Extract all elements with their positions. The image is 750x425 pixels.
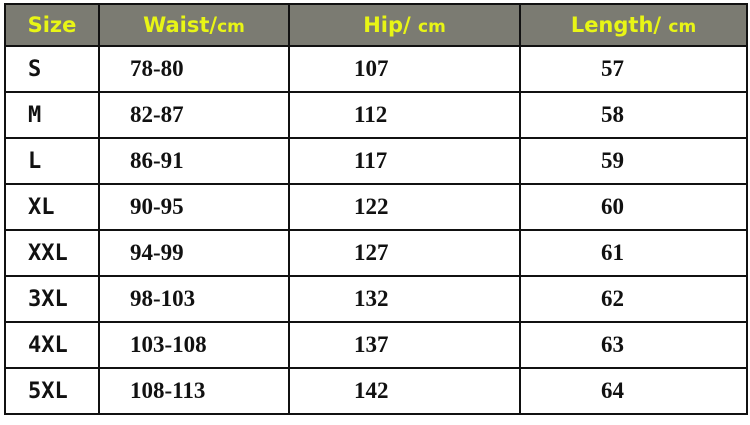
cell-hip: 132 bbox=[288, 275, 521, 323]
size-chart-table: Size Waist/cm Hip/ cm Length/ cm S 78-80 1… bbox=[4, 3, 748, 415]
table-row: XL 90-95 122 60 bbox=[4, 183, 748, 231]
cell-length: 58 bbox=[519, 91, 748, 139]
table-row: 3XL 98-103 132 62 bbox=[4, 275, 748, 323]
header-waist: Waist/cm bbox=[98, 3, 290, 47]
header-length-unit: cm bbox=[668, 17, 697, 37]
cell-size: XXL bbox=[4, 229, 100, 277]
cell-hip: 117 bbox=[288, 137, 521, 185]
cell-size: 5XL bbox=[4, 367, 100, 415]
header-size-label: Size bbox=[27, 13, 77, 37]
cell-hip: 122 bbox=[288, 183, 521, 231]
cell-hip: 137 bbox=[288, 321, 521, 369]
cell-length: 61 bbox=[519, 229, 748, 277]
table-row: 4XL 103-108 137 63 bbox=[4, 321, 748, 369]
cell-size: S bbox=[4, 45, 100, 93]
cell-length: 63 bbox=[519, 321, 748, 369]
cell-hip: 127 bbox=[288, 229, 521, 277]
cell-length: 60 bbox=[519, 183, 748, 231]
table-row: S 78-80 107 57 bbox=[4, 45, 748, 93]
table-row: L 86-91 117 59 bbox=[4, 137, 748, 185]
table-row: XXL 94-99 127 61 bbox=[4, 229, 748, 277]
cell-waist: 82-87 bbox=[98, 91, 290, 139]
header-length: Length/ cm bbox=[519, 3, 748, 47]
header-hip-label: Hip/ bbox=[363, 13, 418, 37]
cell-size: 3XL bbox=[4, 275, 100, 323]
cell-hip: 112 bbox=[288, 91, 521, 139]
cell-length: 59 bbox=[519, 137, 748, 185]
cell-waist: 86-91 bbox=[98, 137, 290, 185]
table-row: 5XL 108-113 142 64 bbox=[4, 367, 748, 415]
header-waist-unit: cm bbox=[217, 17, 245, 37]
cell-hip: 142 bbox=[288, 367, 521, 415]
cell-size: XL bbox=[4, 183, 100, 231]
cell-waist: 78-80 bbox=[98, 45, 290, 93]
cell-waist: 98-103 bbox=[98, 275, 290, 323]
cell-waist: 108-113 bbox=[98, 367, 290, 415]
header-size: Size bbox=[4, 3, 100, 47]
cell-length: 62 bbox=[519, 275, 748, 323]
cell-waist: 90-95 bbox=[98, 183, 290, 231]
cell-size: 4XL bbox=[4, 321, 100, 369]
cell-size: M bbox=[4, 91, 100, 139]
header-length-label: Length/ bbox=[570, 13, 669, 37]
cell-size: L bbox=[4, 137, 100, 185]
cell-length: 57 bbox=[519, 45, 748, 93]
cell-waist: 103-108 bbox=[98, 321, 290, 369]
header-hip-unit: cm bbox=[418, 17, 446, 37]
header-hip: Hip/ cm bbox=[288, 3, 521, 47]
cell-hip: 107 bbox=[288, 45, 521, 93]
table-row: M 82-87 112 58 bbox=[4, 91, 748, 139]
cell-waist: 94-99 bbox=[98, 229, 290, 277]
cell-length: 64 bbox=[519, 367, 748, 415]
header-waist-label: Waist/ bbox=[143, 13, 218, 37]
header-row: Size Waist/cm Hip/ cm Length/ cm bbox=[4, 3, 748, 47]
